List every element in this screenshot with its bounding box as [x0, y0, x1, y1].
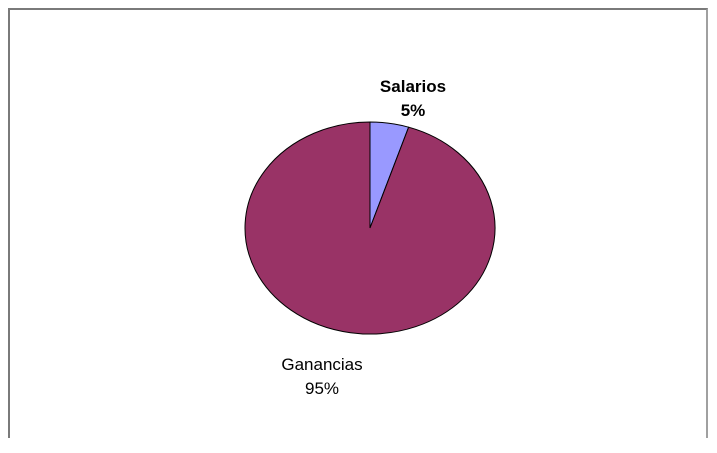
pie-slices: [244, 121, 496, 335]
slice-label-salarios: Salarios: [380, 77, 446, 96]
slice-percent-salarios: 5%: [401, 101, 426, 120]
chart-frame: Salarios 5% Ganancias 95%: [8, 8, 708, 438]
pie-slice-ganancias: [244, 121, 496, 335]
slice-percent-ganancias: 95%: [305, 379, 339, 398]
slice-label-ganancias: Ganancias: [281, 355, 362, 374]
pie-chart: Salarios 5% Ganancias 95%: [244, 77, 496, 398]
